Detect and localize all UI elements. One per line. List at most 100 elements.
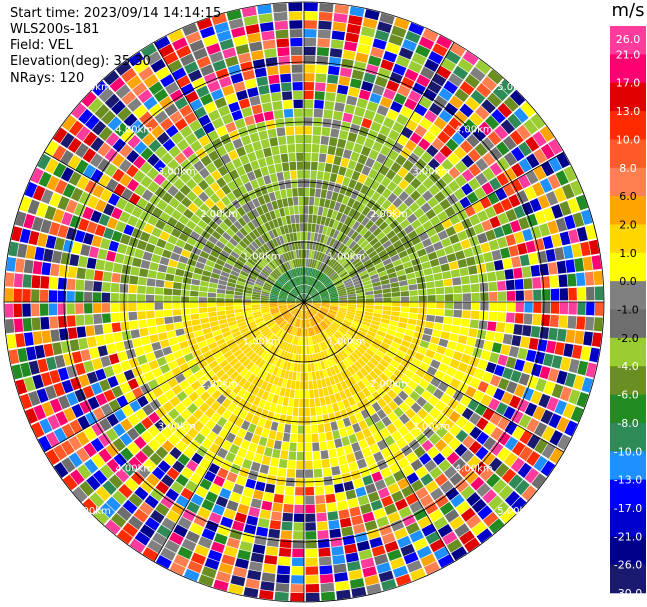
velocity-gate bbox=[93, 281, 103, 292]
velocity-gate bbox=[509, 130, 524, 146]
velocity-gate bbox=[115, 84, 131, 99]
velocity-gate bbox=[166, 266, 176, 275]
velocity-gate bbox=[341, 526, 354, 537]
velocity-gate bbox=[541, 443, 556, 459]
velocity-gate bbox=[418, 214, 429, 225]
velocity-gate bbox=[371, 277, 381, 284]
velocity-gate bbox=[513, 205, 526, 219]
velocity-gate bbox=[504, 490, 520, 507]
velocity-gate bbox=[221, 195, 231, 206]
velocity-gate bbox=[182, 320, 192, 328]
velocity-gate bbox=[75, 303, 84, 314]
velocity-gate bbox=[216, 355, 226, 364]
velocity-gate bbox=[205, 419, 216, 431]
velocity-gate bbox=[346, 288, 356, 293]
velocity-gate bbox=[130, 329, 141, 339]
velocity-gate bbox=[397, 166, 409, 178]
velocity-gate bbox=[296, 460, 304, 470]
velocity-gate bbox=[80, 349, 91, 362]
velocity-gate bbox=[160, 426, 173, 439]
velocity-gate bbox=[343, 205, 352, 216]
velocity-gate bbox=[366, 101, 379, 113]
velocity-gate bbox=[219, 221, 229, 232]
velocity-gate bbox=[155, 279, 165, 288]
velocity-gate bbox=[269, 239, 276, 249]
velocity-gate bbox=[307, 276, 311, 285]
velocity-gate bbox=[270, 92, 282, 102]
velocity-gate bbox=[84, 303, 93, 314]
velocity-gate bbox=[143, 371, 155, 382]
velocity-gate bbox=[295, 299, 304, 302]
velocity-gate bbox=[268, 466, 278, 476]
velocity-gate bbox=[426, 281, 435, 289]
velocity-gate bbox=[164, 389, 176, 401]
velocity-gate bbox=[117, 106, 132, 122]
velocity-gate bbox=[512, 425, 526, 440]
velocity-gate bbox=[283, 206, 290, 216]
velocity-gate bbox=[119, 233, 131, 245]
velocity-gate bbox=[517, 242, 528, 255]
velocity-gate bbox=[39, 418, 53, 434]
velocity-gate bbox=[148, 81, 164, 95]
velocity-gate bbox=[313, 259, 318, 269]
velocity-gate bbox=[465, 256, 476, 267]
velocity-gate bbox=[192, 420, 205, 432]
velocity-gate bbox=[357, 236, 366, 246]
velocity-gate bbox=[365, 291, 374, 296]
velocity-gate bbox=[92, 303, 102, 314]
velocity-gate bbox=[227, 317, 236, 323]
velocity-gate bbox=[318, 432, 326, 442]
velocity-gate bbox=[306, 310, 311, 319]
velocity-gate bbox=[375, 420, 386, 431]
velocity-gate bbox=[542, 235, 554, 250]
velocity-gate bbox=[113, 332, 123, 343]
velocity-gate bbox=[321, 299, 330, 301]
velocity-gate bbox=[292, 308, 299, 316]
velocity-gate bbox=[77, 464, 92, 480]
velocity-gate bbox=[377, 398, 387, 409]
velocity-gate bbox=[198, 179, 209, 191]
velocity-gate bbox=[128, 456, 142, 471]
velocity-gate bbox=[304, 285, 307, 294]
range-ring-label: 2.00km bbox=[370, 379, 408, 390]
velocity-gate bbox=[320, 342, 326, 351]
velocity-gate bbox=[325, 431, 334, 441]
velocity-gate bbox=[390, 315, 400, 322]
velocity-gate bbox=[277, 422, 285, 433]
velocity-gate bbox=[345, 345, 354, 354]
velocity-gate bbox=[489, 146, 503, 161]
velocity-gate bbox=[250, 552, 264, 563]
velocity-gate bbox=[313, 468, 323, 478]
velocity-gate bbox=[339, 517, 352, 528]
velocity-gate bbox=[400, 105, 413, 118]
velocity-gate bbox=[404, 98, 418, 111]
velocity-gate bbox=[218, 279, 228, 286]
velocity-gate bbox=[201, 438, 213, 450]
velocity-gate bbox=[352, 338, 361, 346]
velocity-gate bbox=[105, 496, 121, 512]
velocity-gate bbox=[364, 176, 374, 187]
velocity-gate bbox=[160, 117, 174, 131]
velocity-gate bbox=[112, 437, 126, 452]
velocity-gate bbox=[352, 393, 362, 404]
velocity-gate bbox=[116, 395, 129, 408]
velocity-gate bbox=[100, 237, 111, 250]
velocity-gate bbox=[172, 245, 183, 255]
velocity-gate bbox=[493, 259, 504, 271]
velocity-gate bbox=[237, 503, 250, 515]
velocity-gate bbox=[372, 281, 381, 287]
velocity-gate bbox=[94, 103, 110, 119]
velocity-gate bbox=[266, 537, 280, 548]
velocity-gate bbox=[289, 389, 295, 398]
velocity-gate bbox=[373, 309, 383, 314]
velocity-gate bbox=[208, 282, 218, 289]
velocity-gate bbox=[285, 314, 293, 322]
velocity-gate bbox=[197, 359, 208, 369]
velocity-gate bbox=[477, 380, 489, 393]
velocity-gate bbox=[381, 283, 391, 290]
velocity-gate bbox=[262, 563, 277, 574]
velocity-gate bbox=[269, 384, 277, 394]
velocity-gate bbox=[62, 474, 78, 491]
velocity-gate bbox=[269, 210, 277, 220]
